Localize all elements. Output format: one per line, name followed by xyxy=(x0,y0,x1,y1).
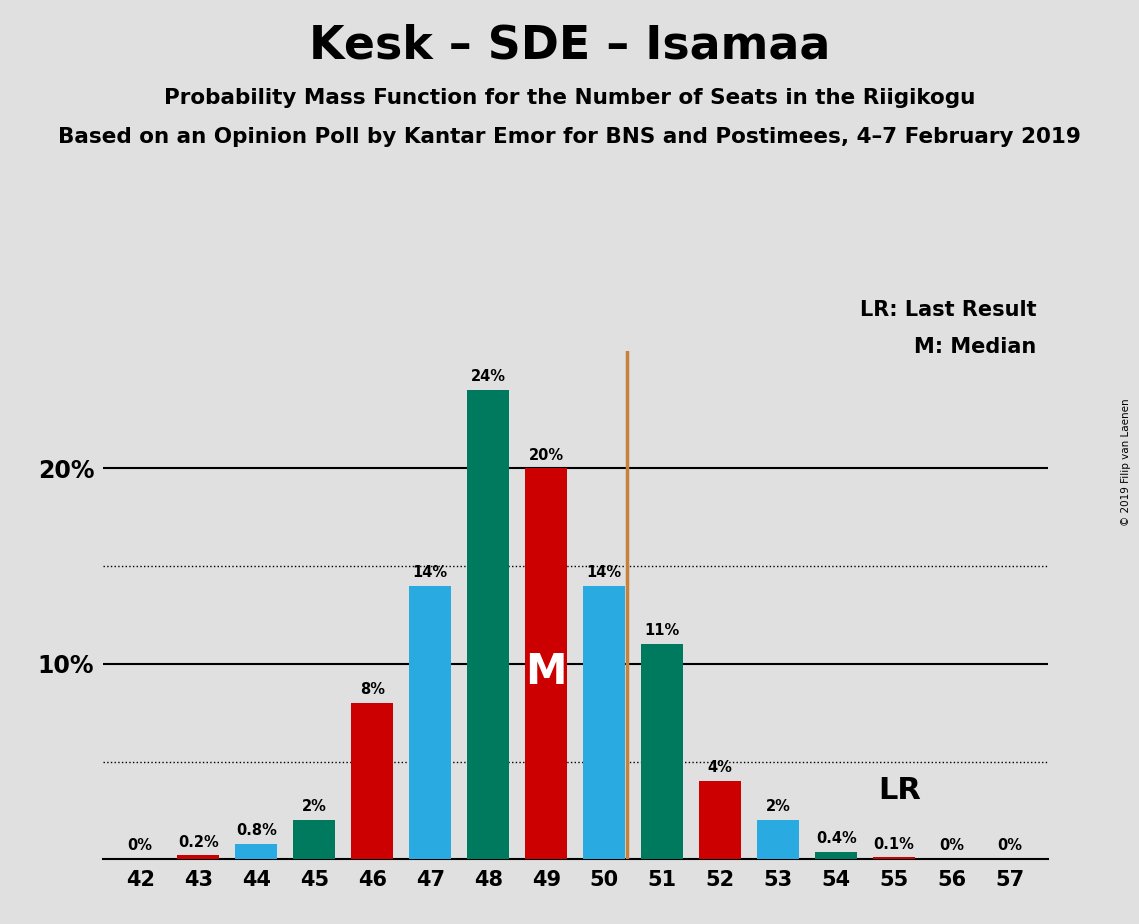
Text: 14%: 14% xyxy=(587,565,622,580)
Bar xyxy=(525,468,567,859)
Text: 20%: 20% xyxy=(528,447,564,463)
Text: 4%: 4% xyxy=(707,760,732,775)
Text: 0.1%: 0.1% xyxy=(874,836,915,852)
Text: 0%: 0% xyxy=(998,838,1023,854)
Bar xyxy=(874,857,915,859)
Bar xyxy=(757,821,800,859)
Bar xyxy=(294,821,335,859)
Bar xyxy=(178,856,219,859)
Bar xyxy=(409,586,451,859)
Bar xyxy=(467,390,509,859)
Bar xyxy=(699,781,741,859)
Bar xyxy=(236,844,277,859)
Text: 24%: 24% xyxy=(470,370,506,384)
Text: 0%: 0% xyxy=(128,838,153,854)
Text: 14%: 14% xyxy=(412,565,448,580)
Text: © 2019 Filip van Laenen: © 2019 Filip van Laenen xyxy=(1121,398,1131,526)
Text: 0.2%: 0.2% xyxy=(178,834,219,849)
Bar xyxy=(641,644,683,859)
Bar xyxy=(816,852,857,859)
Text: 0%: 0% xyxy=(940,838,965,854)
Text: 0.4%: 0.4% xyxy=(816,831,857,845)
Text: 2%: 2% xyxy=(765,799,790,814)
Text: Probability Mass Function for the Number of Seats in the Riigikogu: Probability Mass Function for the Number… xyxy=(164,88,975,108)
Text: Based on an Opinion Poll by Kantar Emor for BNS and Postimees, 4–7 February 2019: Based on an Opinion Poll by Kantar Emor … xyxy=(58,127,1081,147)
Text: Kesk – SDE – Isamaa: Kesk – SDE – Isamaa xyxy=(309,23,830,68)
Text: M: M xyxy=(525,650,567,693)
Text: 11%: 11% xyxy=(645,624,680,638)
Text: 0.8%: 0.8% xyxy=(236,822,277,838)
Bar xyxy=(583,586,625,859)
Text: 2%: 2% xyxy=(302,799,327,814)
Bar xyxy=(351,703,393,859)
Text: 8%: 8% xyxy=(360,682,385,697)
Text: LR: LR xyxy=(878,776,921,806)
Text: LR: Last Result: LR: Last Result xyxy=(860,300,1036,321)
Text: M: Median: M: Median xyxy=(915,337,1036,358)
